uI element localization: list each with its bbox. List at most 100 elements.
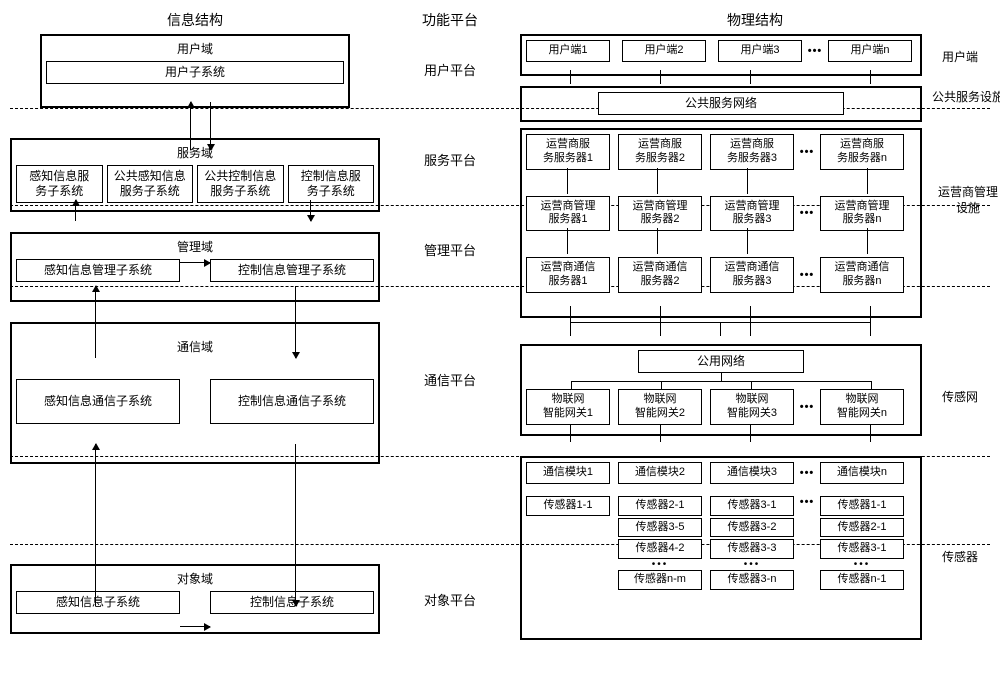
com-box-1: 感知信息通信子系统 — [16, 379, 180, 424]
rlabel-sensor-net: 传感网 — [930, 390, 990, 406]
client-2: 用户端2 — [622, 40, 706, 62]
arrow-up-icon — [95, 286, 96, 358]
connector — [870, 424, 871, 442]
svc-box-1: 感知信息服务子系统 — [16, 165, 103, 203]
dots-icon: ••• — [794, 496, 820, 508]
sensor-col-1: 传感器1-1 — [526, 496, 610, 516]
rlabel-public: 公共服务设施 — [928, 90, 1000, 106]
user-domain-title: 用户域 — [46, 40, 344, 57]
sensor: 传感器1-1 — [820, 496, 904, 516]
connector — [721, 373, 722, 381]
col-left: 信息结构 用户域 用户子系统 服务域 感知信息服务子系统 公共感知信息服务子系统… — [10, 10, 380, 634]
arrow-down-icon — [295, 286, 296, 358]
vdots-icon: ••• — [854, 561, 871, 568]
user-subsystem: 用户子系统 — [46, 61, 344, 84]
dots-icon: ••• — [794, 401, 820, 413]
connector — [571, 381, 871, 382]
sensor-col-4: 传感器1-1 传感器2-1 传感器3-1 ••• 传感器n-1 — [820, 496, 904, 590]
manage-domain-title: 管理域 — [16, 238, 374, 255]
sensor: 传感器2-1 — [618, 496, 702, 516]
sensor-col-3: 传感器3-1 传感器3-2 传感器3-3 ••• 传感器3-n — [710, 496, 794, 590]
connector — [750, 424, 751, 442]
connector — [720, 322, 721, 336]
com-box-2: 控制信息通信子系统 — [210, 379, 374, 424]
connector — [867, 168, 868, 194]
dots-icon: ••• — [794, 467, 820, 479]
connector — [867, 228, 868, 254]
arrow-down-icon — [295, 444, 296, 606]
connector — [660, 70, 661, 84]
connector — [570, 424, 571, 442]
rlabel-operator: 运营商管理设施 — [928, 185, 1000, 216]
com-server-n: 运营商通信服务器n — [820, 257, 904, 293]
arrow-right-icon — [180, 626, 210, 627]
svc-server-1: 运营商服务服务器1 — [526, 134, 610, 170]
sensor: 传感器4-2 — [618, 539, 702, 559]
sensor: 传感器n-m — [618, 570, 702, 590]
mid-service: 服务平台 — [390, 150, 510, 169]
rlabel-client: 用户端 — [930, 50, 990, 66]
sensor-col-2: 传感器2-1 传感器3-5 传感器4-2 ••• 传感器n-m — [618, 496, 702, 590]
connector — [747, 168, 748, 194]
manage-domain: 管理域 感知信息管理子系统 控制信息管理子系统 — [10, 232, 380, 302]
connector — [871, 381, 872, 389]
title-right: 物理结构 — [520, 10, 990, 30]
connector — [570, 306, 571, 336]
comm-module-1: 通信模块1 — [526, 462, 610, 484]
connector — [750, 306, 751, 336]
operator-group: 运营商服务服务器1 运营商服务服务器2 运营商服务服务器3 ••• 运营商服务服… — [520, 128, 922, 318]
connector — [571, 381, 572, 389]
arrow-up-icon — [190, 102, 191, 150]
title-mid: 功能平台 — [390, 10, 510, 30]
mgr-server-1: 运营商管理服务器1 — [526, 196, 610, 232]
mgr-server-3: 运营商管理服务器3 — [710, 196, 794, 232]
connector — [660, 306, 661, 336]
col-right: 物理结构 用户端1 用户端2 用户端3 ••• 用户端n 公共服务网络 运营商服… — [520, 10, 990, 640]
mgr-server-n: 运营商管理服务器n — [820, 196, 904, 232]
object-domain-title: 对象域 — [16, 570, 374, 587]
col-mid: 功能平台 用户平台 服务平台 管理平台 通信平台 对象平台 — [390, 10, 510, 34]
com-server-3: 运营商通信服务器3 — [710, 257, 794, 293]
com-server-1: 运营商通信服务器1 — [526, 257, 610, 293]
connector — [870, 70, 871, 84]
dots-icon: ••• — [802, 45, 828, 57]
connector — [570, 70, 571, 84]
object-domain: 对象域 感知信息子系统 控制信息子系统 — [10, 564, 380, 634]
service-domain: 服务域 感知信息服务子系统 公共感知信息服务子系统 公共控制信息服务子系统 控制… — [10, 138, 380, 212]
arrow-up-icon — [75, 200, 76, 221]
sensors-group: 通信模块1 通信模块2 通信模块3 ••• 通信模块n 传感器1-1 传感器2-… — [520, 456, 922, 640]
sensor: 传感器3-1 — [710, 496, 794, 516]
comm-module-2: 通信模块2 — [618, 462, 702, 484]
mid-manage: 管理平台 — [390, 240, 510, 259]
svc-server-3: 运营商服务服务器3 — [710, 134, 794, 170]
gateway-3: 物联网智能网关3 — [710, 389, 794, 425]
rlabel-sensor: 传感器 — [930, 550, 990, 566]
dots-icon: ••• — [794, 146, 820, 158]
vdots-icon: ••• — [744, 561, 761, 568]
svc-server-n: 运营商服务服务器n — [820, 134, 904, 170]
gateway-n: 物联网智能网关n — [820, 389, 904, 425]
dots-icon: ••• — [794, 207, 820, 219]
svc-box-3: 公共控制信息服务子系统 — [197, 165, 284, 203]
connector — [661, 381, 662, 389]
connector — [751, 381, 752, 389]
sensor: 传感器3-1 — [820, 539, 904, 559]
arrow-down-icon — [310, 200, 311, 221]
comm-domain-title: 通信域 — [16, 338, 374, 355]
sensor: 传感器3-n — [710, 570, 794, 590]
mid-comm: 通信平台 — [390, 370, 510, 389]
title-left: 信息结构 — [10, 10, 380, 30]
sensor: 传感器3-5 — [618, 518, 702, 538]
diagram-page: 信息结构 用户域 用户子系统 服务域 感知信息服务子系统 公共感知信息服务子系统… — [10, 10, 990, 678]
connector — [657, 228, 658, 254]
obj-box-1: 感知信息子系统 — [16, 591, 180, 614]
arrow-right-icon — [180, 262, 210, 263]
mgr-box-1: 感知信息管理子系统 — [16, 259, 180, 282]
vdots-icon: ••• — [652, 561, 669, 568]
connector — [567, 168, 568, 194]
dots-icon: ••• — [794, 269, 820, 281]
arrow-up-icon — [95, 444, 96, 606]
com-server-2: 运营商通信服务器2 — [618, 257, 702, 293]
user-domain: 用户域 用户子系统 — [40, 34, 350, 108]
sensor: 传感器1-1 — [526, 496, 610, 516]
